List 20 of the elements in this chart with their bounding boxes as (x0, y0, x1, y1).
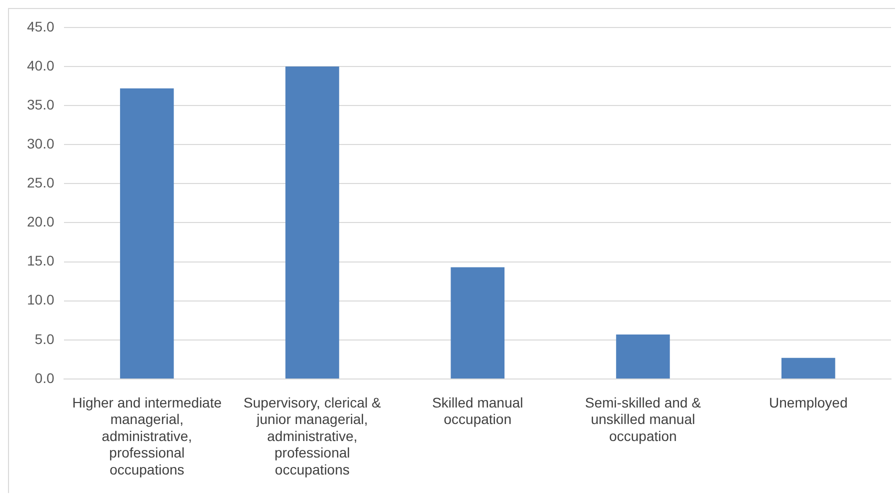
bar (616, 334, 670, 378)
x-tick-label: Higher and intermediate managerial, administrative, professional occupations (72, 394, 222, 478)
y-tick-label: 15.0 (27, 252, 54, 269)
y-tick-label: 5.0 (34, 330, 54, 347)
x-tick-label: Semi-skilled and & unskilled manual occupation (585, 394, 702, 444)
bar (781, 358, 836, 378)
bar (450, 267, 504, 378)
x-tick-label: Skilled manual occupation (432, 394, 524, 428)
y-tick-label: 25.0 (27, 174, 54, 191)
y-tick-label: 20.0 (27, 214, 54, 230)
y-tick-label: 10.0 (27, 292, 54, 308)
bar (285, 66, 340, 378)
x-tick-label: Supervisory, clerical & junior managerial, administrative, professional occupations (244, 394, 382, 478)
y-tick-label: 40.0 (27, 57, 54, 74)
y-tick-label: 35.0 (27, 96, 54, 112)
bar (120, 88, 174, 378)
x-tick-label: Unemployed (769, 394, 848, 410)
y-tick-label: 30.0 (27, 135, 54, 152)
y-tick-label: 0.0 (34, 370, 54, 386)
y-tick-label: 45.0 (27, 18, 54, 34)
